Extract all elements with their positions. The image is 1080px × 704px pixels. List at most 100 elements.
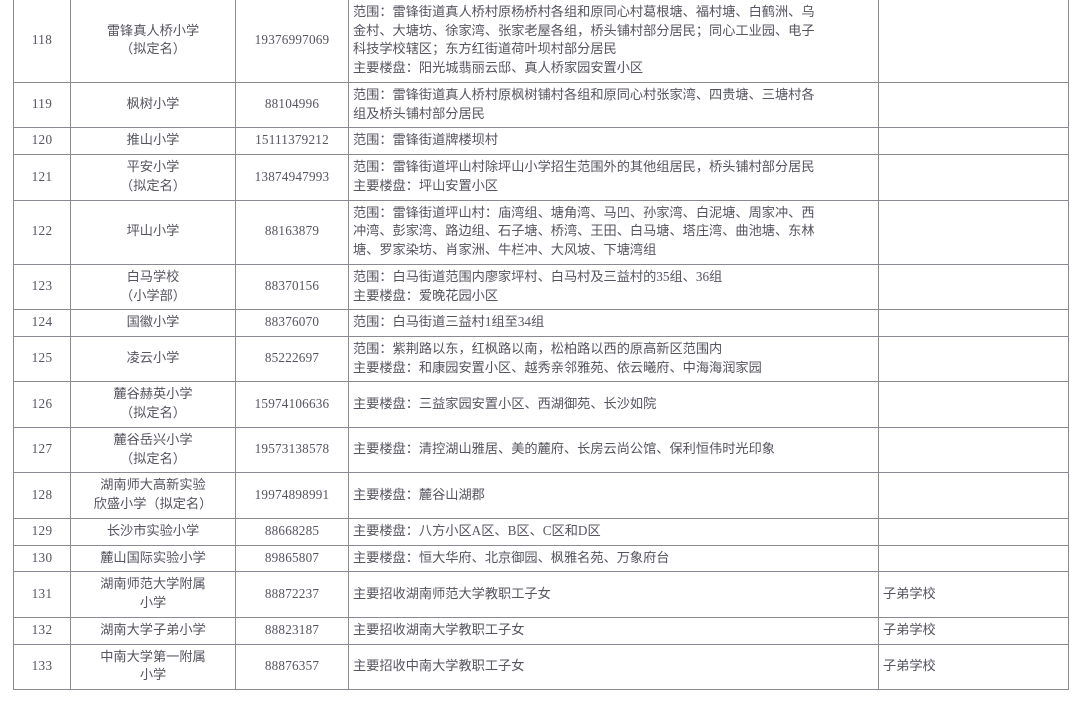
school-name-line: 白马学校 — [126, 268, 180, 284]
table-row: 123 白马学校 （小学部） 88370156 范围：白马街道范围内廖家坪村、白马村及三… — [13, 263, 1069, 311]
enrollment-scope: 主要楼盘：恒大华府、北京御园、枫雅名苑、万象府台 — [348, 544, 879, 573]
contact-phone: 88163879 — [235, 199, 349, 265]
table-row: 122 坪山小学 88163879 范围：雷锋街道坪山村：庙湾组、塘角湾、马凹、孙家湾… — [13, 199, 1069, 265]
contact-phone: 89865807 — [235, 544, 349, 573]
contact-phone: 15111379212 — [235, 127, 349, 156]
enrollment-scope-line: 范围：雷锋街道坪山村除坪山小学招生范围外的其他组居民，桥头铺村部分居民 — [353, 159, 815, 175]
row-index: 126 — [13, 381, 71, 428]
school-name: 平安小学 （拟定名） — [70, 154, 236, 201]
enrollment-scope-line: 冲湾、彭家湾、路边组、石子塘、桥湾、王田、白马塘、塔庄湾、曲池塘、东林 — [353, 223, 815, 239]
table-row: 124 国徽小学 88376070 范围：白马街道三益村1组至34组 — [13, 309, 1069, 338]
table-row: 128 湖南师大高新实验 欣盛小学（拟定名） 19974898991 主要楼盘：麓谷山湖… — [13, 472, 1069, 519]
enrollment-scope-line: 范围：紫荆路以东，红枫路以南，松柏路以西的原高新区范围内 — [353, 341, 723, 357]
remark — [878, 154, 1069, 201]
table-body: 118 雷锋真人桥小学 （拟定名） 19376997069 范围：雷锋街道真人桥村原杨桥… — [13, 0, 1069, 691]
school-name: 麓谷岳兴小学 （拟定名） — [70, 426, 236, 474]
table-row: 126 麓谷赫英小学 （拟定名） 15974106636 主要楼盘：三益家园安置小区、西… — [13, 381, 1069, 428]
school-name-line: 湖南师范大学附属 — [100, 576, 206, 592]
enrollment-scope: 范围：雷锋街道牌楼坝村 — [348, 127, 879, 156]
school-name-line: 湖南师大高新实验 — [100, 477, 206, 493]
remark: 子弟学校 — [878, 616, 1069, 645]
table-row: 127 麓谷岳兴小学 （拟定名） 19573138578 主要楼盘：清控湖山雅居、美的麓… — [13, 426, 1069, 474]
enrollment-scope-line: 主要楼盘：坪山安置小区 — [353, 177, 499, 193]
school-name: 湖南师大高新实验 欣盛小学（拟定名） — [70, 472, 236, 519]
contact-phone: 88876357 — [235, 643, 349, 691]
school-name: 坪山小学 — [70, 199, 236, 265]
enrollment-scope: 范围：紫荆路以东，红枫路以南，松柏路以西的原高新区范围内主要楼盘：和康园安置小区… — [348, 336, 879, 383]
school-name: 湖南大学子弟小学 — [70, 616, 236, 645]
enrollment-scope: 范围：雷锋街道坪山村除坪山小学招生范围外的其他组居民，桥头铺村部分居民 主要楼盘：… — [348, 154, 879, 201]
enrollment-scope-line: 主要楼盘：清控湖山雅居、美的麓府、长房云尚公馆、保利恒伟时光印象 — [353, 441, 775, 457]
row-index: 132 — [13, 616, 71, 645]
school-name-line: 小学 — [139, 595, 167, 611]
enrollment-scope-line: 范围：雷锋街道牌楼坝村 — [353, 132, 499, 148]
enrollment-scope-line: 主要招收湖南师范大学教职工子女 — [353, 585, 551, 601]
remark — [878, 472, 1069, 519]
remark: 子弟学校 — [878, 571, 1069, 618]
remark — [878, 517, 1069, 546]
table-row: 129 长沙市实验小学 88668285 主要楼盘：八方小区A区、B区、C区和D区 — [13, 517, 1069, 546]
remark — [878, 263, 1069, 311]
contact-phone: 88823187 — [235, 616, 349, 645]
school-name: 长沙市实验小学 — [70, 517, 236, 546]
remark — [878, 426, 1069, 474]
table-row: 132 湖南大学子弟小学 88823187 主要招收湖南大学教职工子女 子弟学校 — [13, 616, 1069, 645]
contact-phone: 15974106636 — [235, 381, 349, 428]
school-name: 枫树小学 — [70, 81, 236, 129]
enrollment-scope-line: 范围：白马街道范围内廖家坪村、白马村及三益村的35组、36组 — [353, 268, 723, 284]
enrollment-scope-line: 塘、罗家染坊、肖家洲、牛栏冲、大风坡、下塘湾组 — [353, 242, 657, 258]
school-name-line: （拟定名） — [120, 177, 186, 193]
table-row: 131 湖南师范大学附属 小学 88872237 主要招收湖南师范大学教职工子女 子弟学校 — [13, 571, 1069, 618]
enrollment-scope: 主要楼盘：八方小区A区、B区、C区和D区 — [348, 517, 879, 546]
table-row: 130 麓山国际实验小学 89865807 主要楼盘：恒大华府、北京御园、枫雅名苑、万… — [13, 544, 1069, 573]
remark — [878, 336, 1069, 383]
remark — [878, 0, 1069, 83]
remark — [878, 81, 1069, 129]
remark — [878, 199, 1069, 265]
row-index: 124 — [13, 309, 71, 338]
enrollment-scope-line: 主要楼盘：麓谷山湖郡 — [353, 486, 485, 502]
school-name-line: （拟定名） — [120, 405, 186, 421]
enrollment-scope-line: 主要楼盘：阳光城翡丽云邸、真人桥家园安置小区 — [353, 60, 644, 76]
row-index: 122 — [13, 199, 71, 265]
row-index: 125 — [13, 336, 71, 383]
school-name-line: 坪山小学 — [126, 223, 180, 239]
row-index: 119 — [13, 81, 71, 129]
enrollment-scope-line: 主要楼盘：八方小区A区、B区、C区和D区 — [353, 522, 601, 538]
school-name: 麓山国际实验小学 — [70, 544, 236, 573]
school-name-line: （拟定名） — [120, 450, 186, 466]
enrollment-scope: 范围：雷锋街道真人桥村原杨桥村各组和原同心村葛根塘、福村塘、白鹤洲、乌 金村、大塘… — [348, 0, 879, 83]
school-name: 麓谷赫英小学 （拟定名） — [70, 381, 236, 428]
enrollment-scope-line: 主要楼盘：爱晚花园小区 — [353, 287, 499, 303]
enrollment-scope-line: 主要楼盘：恒大华府、北京御园、枫雅名苑、万象府台 — [353, 549, 670, 565]
remark — [878, 544, 1069, 573]
contact-phone: 19974898991 — [235, 472, 349, 519]
enrollment-scope: 主要楼盘：清控湖山雅居、美的麓府、长房云尚公馆、保利恒伟时光印象 — [348, 426, 879, 474]
enrollment-scope-line: 金村、大塘坊、徐家湾、张家老屋各组，桥头铺村部分居民；同心工业园、电子 — [353, 22, 815, 38]
enrollment-scope: 范围：白马街道范围内廖家坪村、白马村及三益村的35组、36组 主要楼盘：爱晚花园小… — [348, 263, 879, 311]
contact-phone: 19573138578 — [235, 426, 349, 474]
school-name-line: 平安小学 — [126, 159, 180, 175]
school-name-line: 凌云小学 — [126, 350, 180, 366]
table-row: 119 枫树小学 88104996 范围：雷锋街道真人桥村原枫树铺村各组和原同心村张家… — [13, 81, 1069, 129]
table-row: 118 雷锋真人桥小学 （拟定名） 19376997069 范围：雷锋街道真人桥村原杨桥… — [13, 0, 1069, 83]
enrollment-scope-line: 范围：雷锋街道坪山村：庙湾组、塘角湾、马凹、孙家湾、白泥塘、周家冲、西 — [353, 204, 815, 220]
table-row: 133 中南大学第一附属 小学 88876357 主要招收中南大学教职工子女 子弟学校 — [13, 643, 1069, 691]
school-enrollment-table: 118 雷锋真人桥小学 （拟定名） 19376997069 范围：雷锋街道真人桥村原杨桥… — [13, 0, 1069, 691]
school-name: 雷锋真人桥小学 （拟定名） — [70, 0, 236, 83]
row-index: 130 — [13, 544, 71, 573]
enrollment-scope-line: 主要楼盘：三益家园安置小区、西湖御苑、长沙如院 — [353, 395, 657, 411]
enrollment-scope: 主要招收湖南师范大学教职工子女 — [348, 571, 879, 618]
school-name-line: 麓谷岳兴小学 — [113, 431, 193, 447]
enrollment-scope-line: 范围：白马街道三益村1组至34组 — [353, 314, 545, 330]
contact-phone: 85222697 — [235, 336, 349, 383]
enrollment-scope: 主要招收湖南大学教职工子女 — [348, 616, 879, 645]
contact-phone: 88370156 — [235, 263, 349, 311]
school-name-line: 枫树小学 — [126, 96, 180, 112]
enrollment-scope-line: 主要楼盘：和康园安置小区、越秀亲邻雅苑、依云曦府、中海海润家园 — [353, 359, 762, 375]
contact-phone: 88104996 — [235, 81, 349, 129]
school-name-line: 小学 — [139, 667, 167, 683]
contact-phone: 13874947993 — [235, 154, 349, 201]
remark — [878, 381, 1069, 428]
school-name-line: 推山小学 — [126, 132, 180, 148]
